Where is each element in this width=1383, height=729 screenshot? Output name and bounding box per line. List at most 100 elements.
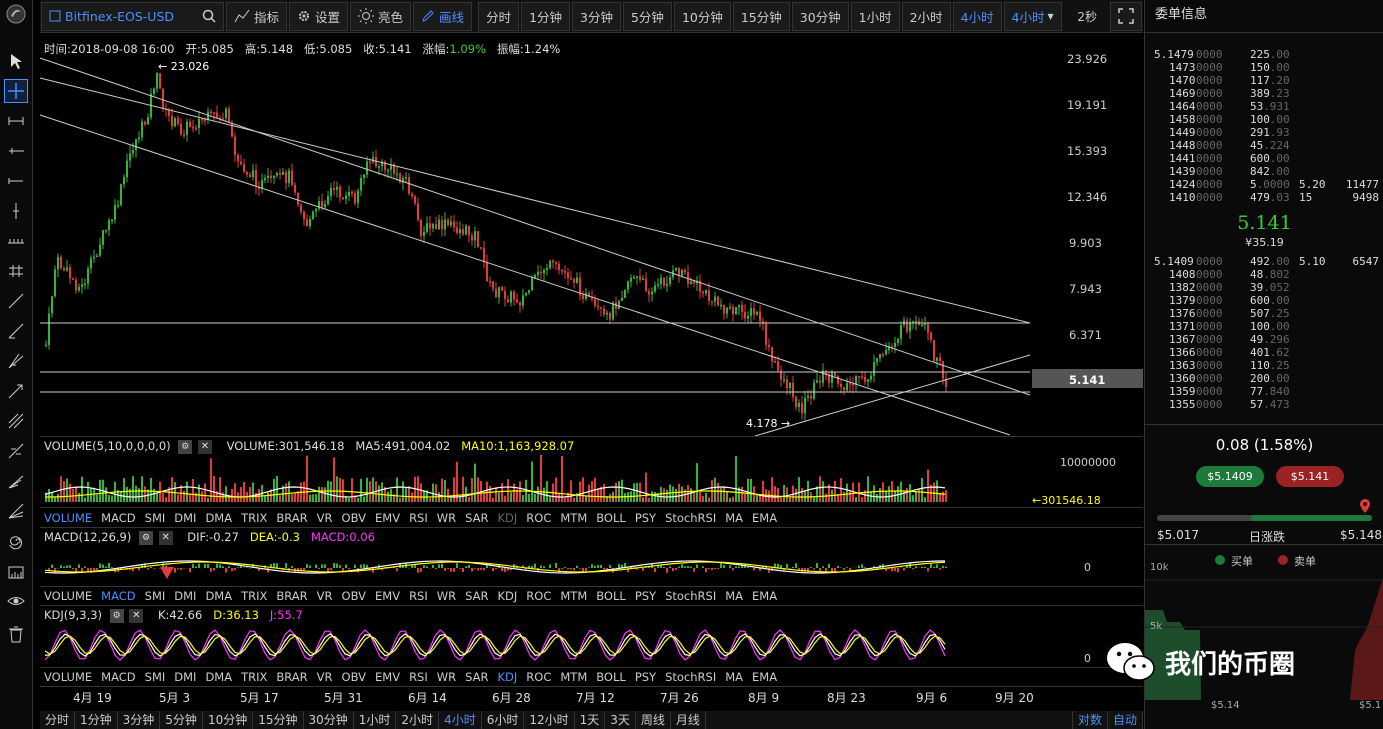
indicator-tab[interactable]: WR <box>436 511 457 525</box>
vertical-line-icon[interactable] <box>4 199 28 223</box>
cursor-arrow-icon[interactable] <box>4 49 28 73</box>
bid-row[interactable]: 1367 0000 49.296 <box>1145 333 1383 346</box>
bid-row[interactable]: 1379 0000 600.00 <box>1145 294 1383 307</box>
spiral-icon[interactable] <box>4 529 28 553</box>
auto-scale-button[interactable]: 自动 <box>1108 711 1143 729</box>
symbol-search[interactable]: Bitfinex-EOS-USD <box>41 1 224 31</box>
indicator-tab[interactable]: SMI <box>144 589 166 603</box>
indicator-tab[interactable]: MTM <box>560 511 588 525</box>
horizontal-line-icon[interactable] <box>4 169 28 193</box>
indicator-tab[interactable]: KDJ <box>497 670 518 684</box>
indicator-tab[interactable]: PSY <box>634 670 657 684</box>
indicators-button[interactable]: 指标 <box>226 1 288 31</box>
period-tab[interactable]: 1分钟 <box>521 1 571 31</box>
indicator-tab[interactable]: DMI <box>174 511 197 525</box>
fibonacci-icon[interactable] <box>4 439 28 463</box>
indicator-tab[interactable]: SAR <box>465 589 489 603</box>
pane-close-icon[interactable]: ✕ <box>158 530 173 545</box>
ask-price-button[interactable]: $5.141 <box>1276 466 1344 487</box>
period-tab[interactable]: 15分钟 <box>732 1 790 31</box>
indicator-tab[interactable]: PSY <box>634 589 657 603</box>
trash-icon[interactable] <box>4 622 28 646</box>
pitchfork-icon[interactable] <box>4 409 28 433</box>
indicator-tab[interactable]: VOLUME <box>44 589 93 603</box>
indicator-tab[interactable]: RSI <box>409 589 428 603</box>
bid-row[interactable]: 1359 0000 77.840 <box>1145 385 1383 398</box>
ask-row[interactable]: 1439 0000 842.00 <box>1145 165 1383 178</box>
bottom-period[interactable]: 3天 <box>605 711 636 729</box>
indicator-tab[interactable]: MTM <box>560 670 588 684</box>
pane-settings-icon[interactable]: ⚙ <box>178 439 193 454</box>
period-tab[interactable]: 10分钟 <box>673 1 731 31</box>
settings-button[interactable]: 设置 <box>289 1 349 31</box>
indicator-tab[interactable]: ROC <box>526 670 552 684</box>
indicator-tab[interactable]: DMI <box>174 589 197 603</box>
indicator-tab[interactable]: StochRSI <box>665 511 717 525</box>
ask-row[interactable]: 1469 0000 389.23 <box>1145 87 1383 100</box>
ask-row[interactable]: 1473 0000 150.00 <box>1145 61 1383 74</box>
pane-close-icon[interactable]: ✕ <box>129 608 144 623</box>
indicator-tab[interactable]: RSI <box>409 670 428 684</box>
ask-row[interactable]: 1448 0000 45.224 <box>1145 139 1383 152</box>
bottom-period[interactable]: 2小时 <box>396 711 440 729</box>
trend-angle-icon[interactable] <box>4 319 28 343</box>
indicator-tab[interactable]: BRAR <box>276 589 308 603</box>
ask-row[interactable]: 1441 0000 600.00 <box>1145 152 1383 165</box>
indicator-tab[interactable]: StochRSI <box>665 589 717 603</box>
indicator-tab[interactable]: BOLL <box>596 511 626 525</box>
bottom-period[interactable]: 6小时 <box>482 711 525 729</box>
indicator-tab[interactable]: TRIX <box>241 670 268 684</box>
measure-icon[interactable] <box>4 559 28 583</box>
indicator-tab[interactable]: WR <box>436 670 457 684</box>
indicator-tab[interactable]: EMV <box>375 511 401 525</box>
bottom-period[interactable]: 分时 <box>40 711 76 729</box>
indicator-tab[interactable]: SMI <box>144 511 166 525</box>
pane-close-icon[interactable]: ✕ <box>197 439 212 454</box>
eye-icon[interactable] <box>4 589 28 613</box>
bid-row[interactable]: 1360 0000 200.00 <box>1145 372 1383 385</box>
bottom-period[interactable]: 月线 <box>671 711 706 729</box>
indicator-tab[interactable]: EMA <box>752 670 778 684</box>
indicator-tab[interactable]: ROC <box>526 589 552 603</box>
indicator-tab[interactable]: RSI <box>409 511 428 525</box>
arrow-line-icon[interactable] <box>4 379 28 403</box>
indicator-tab[interactable]: DMA <box>205 589 233 603</box>
parallel-channel-icon[interactable] <box>4 259 28 283</box>
depth-chart[interactable] <box>1145 570 1383 700</box>
bid-row[interactable]: 1366 0000 401.62 <box>1145 346 1383 359</box>
bid-row[interactable]: 1371 0000 100.00 <box>1145 320 1383 333</box>
indicator-tab[interactable]: MACD <box>101 589 136 603</box>
ask-row[interactable]: 1410 0000 479.03 15 9498 <box>1145 191 1383 204</box>
period-tab[interactable]: 30分钟 <box>791 1 849 31</box>
draw-button[interactable]: 画线 <box>413 1 473 31</box>
ray-tool-icon[interactable] <box>4 139 28 163</box>
indicator-tab[interactable]: EMA <box>752 511 778 525</box>
indicator-tab[interactable]: SMI <box>144 670 166 684</box>
ask-row[interactable]: 1464 0000 53.931 <box>1145 100 1383 113</box>
indicator-tab[interactable]: KDJ <box>497 511 518 525</box>
bottom-period[interactable]: 1小时 <box>354 711 397 729</box>
bottom-period[interactable]: 12小时 <box>524 711 575 729</box>
crosshair-icon[interactable] <box>4 79 28 103</box>
indicator-tab[interactable]: EMA <box>752 589 778 603</box>
gann-fan-icon[interactable] <box>4 469 28 493</box>
indicator-tab[interactable]: EMV <box>375 589 401 603</box>
bid-row[interactable]: 1355 0000 57.473 <box>1145 398 1383 411</box>
bottom-period[interactable]: 1天 <box>575 711 606 729</box>
period-tab-active[interactable]: 4小时 <box>952 1 1002 31</box>
indicator-tab[interactable]: OBV <box>341 670 366 684</box>
bottom-period[interactable]: 10分钟 <box>203 711 254 729</box>
ask-row[interactable]: 1449 0000 291.93 <box>1145 126 1383 139</box>
indicator-tab[interactable]: WR <box>436 589 457 603</box>
bid-row[interactable]: 1408 0000 48.802 <box>1145 268 1383 281</box>
fullscreen-button[interactable] <box>1110 1 1142 31</box>
refresh-interval[interactable]: 2秒 <box>1077 9 1097 24</box>
log-scale-button[interactable]: 对数 <box>1071 711 1108 729</box>
period-tab[interactable]: 2小时 <box>901 1 951 31</box>
period-tab[interactable]: 1小时 <box>850 1 900 31</box>
indicator-tab[interactable]: BRAR <box>276 511 308 525</box>
indicator-tab[interactable]: BOLL <box>596 670 626 684</box>
bottom-period[interactable]: 1分钟 <box>75 711 118 729</box>
bottom-period[interactable]: 15分钟 <box>253 711 304 729</box>
indicator-tab[interactable]: MACD <box>101 670 136 684</box>
